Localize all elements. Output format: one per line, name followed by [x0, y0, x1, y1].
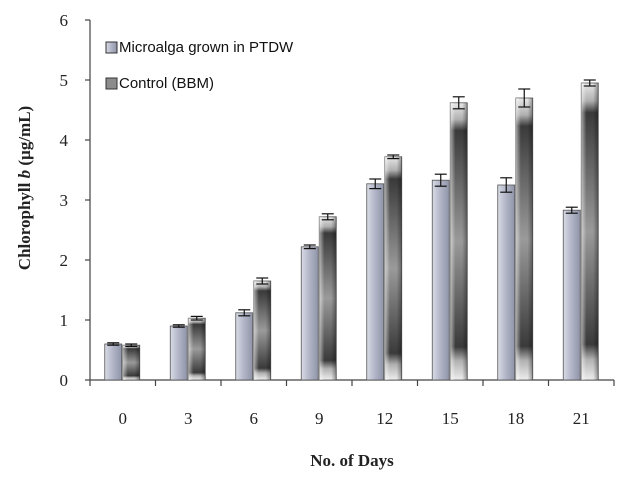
x-axis-title: No. of Days — [310, 451, 394, 470]
bar-ptdw — [366, 183, 385, 381]
y-axis-title-italic: b — [15, 170, 34, 179]
bar-ptdw — [562, 209, 581, 381]
y-tick-label: 6 — [60, 11, 69, 30]
bar-ptdw — [104, 343, 123, 381]
bar-ptdw — [235, 312, 254, 381]
y-tick-label: 0 — [60, 371, 69, 390]
bar-control-shade — [253, 281, 271, 380]
legend-swatch-control — [105, 77, 118, 90]
bar-control-shade — [581, 83, 599, 380]
x-tick-label: 6 — [250, 409, 259, 428]
y-tick-label: 4 — [60, 131, 69, 150]
y-axis-title-suffix: (µg/mL) — [15, 106, 34, 170]
x-tick-label: 12 — [376, 409, 393, 428]
y-tick-label: 3 — [60, 191, 69, 210]
x-tick-label: 9 — [315, 409, 324, 428]
x-tick-label: 0 — [119, 409, 128, 428]
bar-ptdw — [497, 184, 516, 381]
y-tick-label: 1 — [60, 311, 69, 330]
x-tick-label: 21 — [573, 409, 590, 428]
legend-swatch-ptdw — [105, 41, 118, 54]
legend-label-control: Control (BBM) — [119, 75, 214, 92]
bar-control-shade — [188, 318, 206, 380]
x-tick-label: 18 — [507, 409, 524, 428]
y-tick-label: 5 — [60, 71, 69, 90]
bar-control-shade — [319, 216, 337, 380]
y-axis-title-prefix: Chlorophyll — [15, 178, 34, 270]
bar-ptdw — [300, 246, 319, 381]
bars — [104, 79, 599, 381]
y-axis-title: Chlorophyll b (µg/mL) — [15, 106, 34, 270]
legend: Microalga grown in PTDW Control (BBM) — [105, 39, 294, 92]
x-tick-label: 3 — [184, 409, 193, 428]
bar-ptdw — [431, 179, 450, 381]
legend-label-ptdw: Microalga grown in PTDW — [119, 39, 294, 56]
bar-control-shade — [384, 156, 402, 380]
bar-control-shade — [450, 102, 468, 381]
bar-control-shade — [515, 98, 533, 380]
bar-control-shade — [122, 345, 140, 380]
bar-ptdw — [169, 325, 188, 381]
y-tick-label: 2 — [60, 251, 69, 270]
x-tick-label: 15 — [442, 409, 459, 428]
